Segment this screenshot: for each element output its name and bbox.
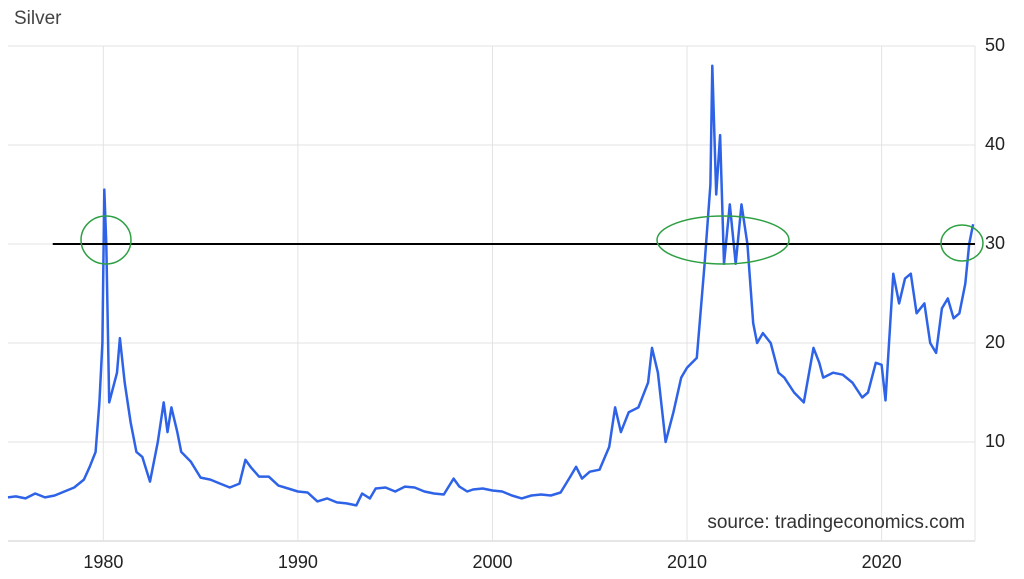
highlight-ellipse: [656, 215, 790, 265]
highlight-ellipse: [80, 215, 132, 265]
x-tick-label: 1980: [83, 552, 123, 572]
source-note: source: tradingeconomics.com: [707, 512, 965, 533]
price-line: [7, 64, 975, 507]
plot-area: 10 20 30 40 50 1980 1990 2000 2010 2020: [7, 35, 1005, 572]
highlight-ellipse: [940, 224, 984, 262]
y-tick-label: 30: [985, 233, 1005, 253]
y-tick-label: 40: [985, 134, 1005, 154]
y-tick-label: 20: [985, 332, 1005, 352]
y-tick-label: 10: [985, 431, 1005, 451]
x-tick-label: 1990: [278, 552, 318, 572]
x-tick-label: 2000: [472, 552, 512, 572]
y-tick-label: 50: [985, 35, 1005, 55]
x-tick-label: 2020: [862, 552, 902, 572]
x-tick-label: 2010: [667, 552, 707, 572]
chart-title: Silver: [14, 8, 62, 29]
